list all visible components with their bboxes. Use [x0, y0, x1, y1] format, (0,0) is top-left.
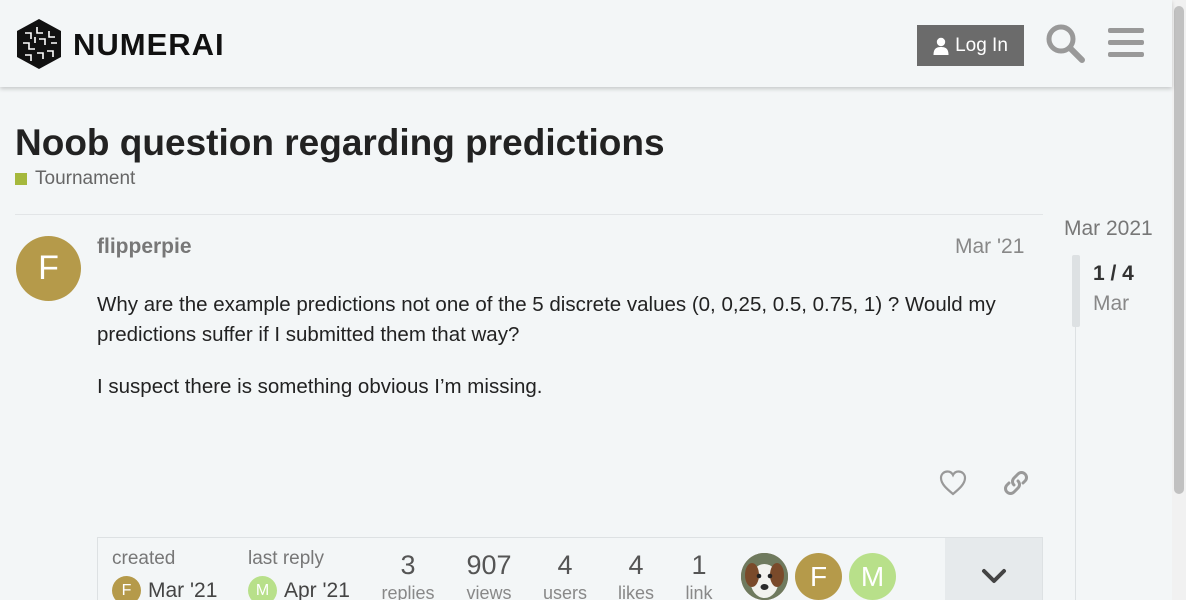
post-paragraph: I suspect there is something obvious I’m… [97, 375, 543, 398]
timeline-post-count: 1 / 4 [1093, 262, 1134, 285]
timeline-start-date[interactable]: Mar 2021 [1064, 217, 1153, 240]
users-count: 4 [557, 550, 573, 580]
expand-topic-map-button[interactable] [945, 538, 1042, 600]
likes-label: likes [617, 583, 654, 600]
likes-stat: 4 likes [596, 550, 676, 600]
created-meta: F Mar '21 [112, 576, 217, 600]
views-label: views [466, 583, 512, 600]
links-label: link [685, 583, 713, 600]
scrollbar-thumb[interactable] [1174, 6, 1184, 494]
participant-avatar[interactable]: M [849, 553, 896, 600]
links-stat: 1 link [659, 550, 739, 600]
login-label: Log In [955, 34, 1008, 56]
hamburger-menu-icon[interactable] [1108, 27, 1144, 59]
timeline-track[interactable] [1075, 258, 1076, 600]
views-count: 907 [466, 550, 512, 580]
created-avatar: F [112, 576, 141, 600]
chevron-down-icon [981, 569, 1006, 583]
search-icon[interactable] [1045, 23, 1085, 63]
replies-label: replies [381, 583, 435, 600]
created-date: Mar '21 [148, 578, 218, 600]
topic-map: created F Mar '21 last reply M Apr '21 3… [97, 537, 1043, 600]
replies-count: 3 [400, 550, 416, 580]
numerai-logo[interactable]: NUMERAI [15, 17, 225, 71]
views-stat: 907 views [449, 550, 529, 600]
last-reply-meta: M Apr '21 [248, 576, 350, 600]
replies-stat: 3 replies [368, 550, 448, 600]
page-scrollbar[interactable] [1172, 0, 1186, 600]
last-reply-avatar: M [248, 576, 277, 600]
created-info[interactable]: created F Mar '21 [112, 548, 217, 600]
post-username[interactable]: flipperpie [97, 235, 192, 258]
logo-text: NUMERAI [73, 26, 225, 62]
participant-avatars: F M [741, 553, 896, 600]
post-body: Why are the example predictions not one … [97, 290, 1037, 424]
created-label: created [112, 548, 176, 569]
last-reply-info[interactable]: last reply M Apr '21 [248, 548, 350, 600]
post-paragraph: Why are the example predictions not one … [97, 293, 996, 346]
login-button[interactable]: Log In [917, 25, 1024, 66]
dog-photo-icon [741, 553, 788, 600]
site-header: NUMERAI Log In [0, 0, 1172, 87]
numerai-logo-icon [17, 19, 61, 69]
user-icon [933, 37, 949, 55]
users-label: users [542, 583, 587, 600]
participant-avatar[interactable] [741, 553, 788, 600]
participant-avatar[interactable]: F [795, 553, 842, 600]
author-avatar[interactable]: F [16, 236, 81, 301]
topic-title[interactable]: Noob question regarding predictions [15, 122, 665, 163]
last-reply-label: last reply [248, 548, 325, 569]
users-stat: 4 users [525, 550, 605, 600]
timeline-handle[interactable] [1072, 255, 1080, 327]
last-reply-date: Apr '21 [284, 578, 350, 600]
category-color-square [15, 173, 27, 185]
category-name: Tournament [35, 168, 136, 189]
avatar-letter: F [38, 249, 59, 287]
timeline-month: Mar [1093, 292, 1130, 315]
link-icon[interactable] [1002, 469, 1030, 497]
heart-icon[interactable] [939, 469, 967, 497]
post-date[interactable]: Mar '21 [955, 235, 1025, 258]
links-count: 1 [691, 550, 707, 580]
likes-count: 4 [628, 550, 644, 580]
topic-divider [15, 214, 1043, 215]
category-badge[interactable]: Tournament [15, 168, 135, 190]
